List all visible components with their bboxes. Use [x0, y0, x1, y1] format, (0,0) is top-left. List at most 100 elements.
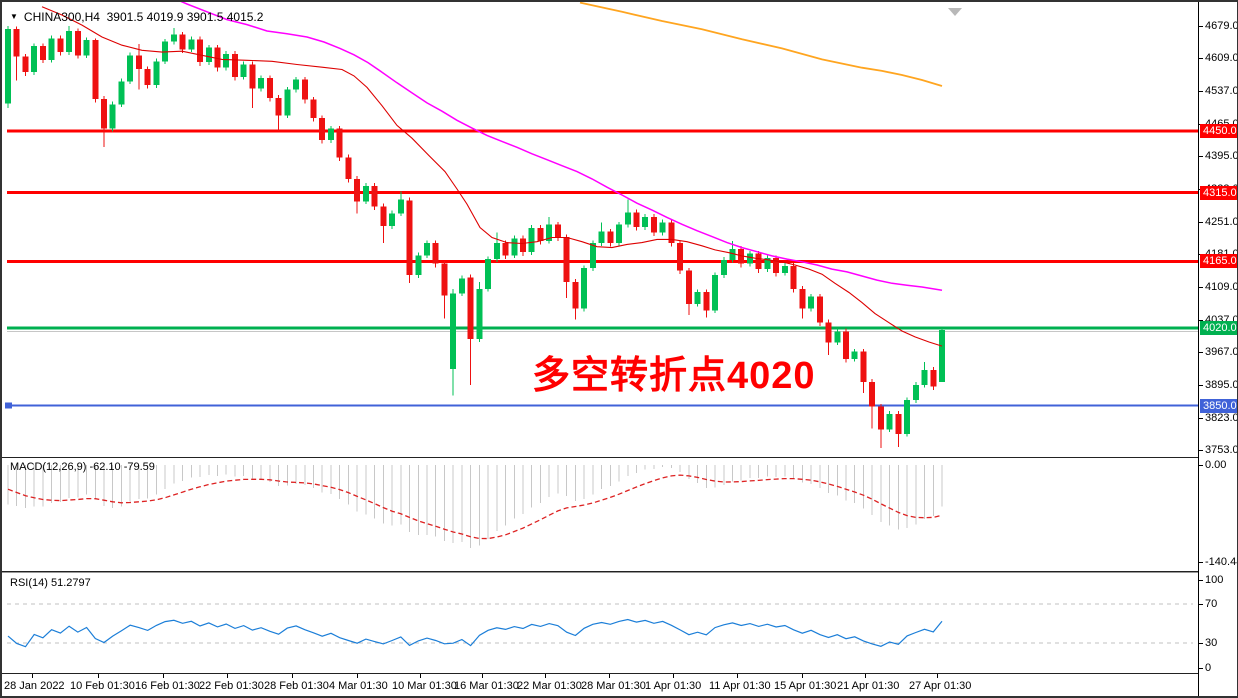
macd-rsi-separator-shadow	[2, 572, 1198, 573]
price-level-badge: 4020.0	[1200, 320, 1237, 335]
candle-body	[380, 206, 387, 227]
time-tick	[163, 674, 164, 678]
macd-histogram-bar	[16, 465, 18, 506]
candle-body	[720, 259, 727, 276]
candle-body	[39, 46, 46, 60]
candle-body	[546, 224, 553, 241]
macd-histogram-bar	[199, 465, 201, 478]
macd-histogram-bar	[618, 465, 620, 482]
hline-handle[interactable]	[5, 402, 12, 409]
macd-histogram-bar	[574, 465, 576, 501]
macd-histogram-bar	[164, 465, 166, 490]
candle-body	[633, 212, 640, 228]
candle-body	[101, 98, 108, 129]
price-tick-label: 4609.0	[1205, 52, 1238, 65]
macd-histogram-bar	[182, 465, 184, 481]
price-tick-label: 3753.0	[1205, 444, 1238, 456]
candle-body	[799, 288, 806, 309]
candle-body	[554, 224, 561, 238]
candle-body	[266, 78, 273, 98]
macd-axis-min: -140.44	[1205, 556, 1237, 568]
chart-shift-triangle-icon[interactable]	[948, 8, 962, 16]
candle-body	[912, 384, 919, 401]
price-tick-label: 3895.0	[1205, 378, 1238, 391]
candle-body	[293, 79, 300, 90]
time-tick	[357, 674, 358, 678]
price-tick-label-tick	[1199, 156, 1203, 158]
ohlc-values: 3901.5 4019.9 3901.5 4015.2	[106, 10, 264, 24]
candle-body	[694, 292, 701, 304]
macd-panel-canvas[interactable]	[2, 458, 1198, 571]
macd-histogram-bar	[216, 465, 218, 476]
hline-4450.0[interactable]	[7, 129, 1198, 133]
candle-body	[214, 47, 221, 68]
time-tick	[292, 674, 293, 678]
macd-histogram-bar	[705, 465, 707, 489]
candle-body	[153, 61, 160, 86]
price-level-badge: 4315.0	[1200, 185, 1237, 200]
time-tick-label: 15 Apr 01:30	[774, 680, 837, 692]
candle-body	[275, 97, 282, 116]
macd-rsi-separator	[2, 571, 1198, 572]
candle-body	[659, 222, 666, 233]
macd-histogram-bar	[697, 465, 699, 484]
candle-body	[467, 277, 474, 340]
time-tick	[937, 674, 938, 678]
time-tick	[802, 674, 803, 678]
candle-body	[135, 55, 142, 70]
hline-4315.0[interactable]	[7, 191, 1198, 195]
macd-histogram-bar	[810, 465, 812, 484]
time-tick	[98, 674, 99, 678]
macd-histogram-bar	[513, 465, 515, 519]
candle-body	[118, 81, 125, 105]
chevron-down-icon[interactable]: ▼	[10, 12, 18, 21]
price-tick-label: 4679.0	[1205, 20, 1238, 32]
hline-4020.0[interactable]	[7, 326, 1198, 330]
candle-body	[327, 128, 334, 141]
chart-title[interactable]: ▼ CHINA300,H4 3901.5 4019.9 3901.5 4015.2	[10, 10, 263, 24]
time-tick-label: 22 Mar 01:30	[517, 680, 582, 692]
time-tick-label: 28 Feb 01:30	[264, 680, 329, 692]
time-tick	[545, 674, 546, 678]
rsi-axis-label-tick	[1199, 668, 1203, 669]
macd-histogram-bar	[426, 465, 428, 535]
slow-ma-line	[180, 2, 943, 291]
macd-histogram-bar	[435, 465, 437, 537]
time-tick-label: 22 Feb 01:30	[199, 680, 264, 692]
macd-histogram-bar	[94, 465, 96, 500]
price-tick-label: 4395.0	[1205, 150, 1238, 163]
candle-body	[22, 56, 29, 73]
macd-histogram-bar	[77, 465, 79, 498]
macd-histogram-bar	[339, 465, 341, 499]
price-axis[interactable]: 4679.04609.04537.04465.04395.04323.04251…	[1198, 2, 1238, 696]
time-tick-label: 11 Apr 01:30	[709, 680, 771, 692]
hline-3850.0[interactable]	[7, 404, 1198, 407]
main-chart-canvas[interactable]	[2, 2, 1198, 457]
time-tick	[865, 674, 866, 678]
macd-histogram-bar	[365, 465, 367, 515]
time-axis[interactable]: 28 Jan 2022 10 Feb 01:30 16 Feb 01:30 22 Fe…	[2, 674, 1198, 696]
candle-body	[677, 243, 684, 271]
time-tick-label: 21 Apr 01:30	[837, 680, 900, 692]
chart-text-annotation[interactable]: 多空转折点4020	[532, 355, 816, 397]
candle-body	[650, 216, 657, 233]
candle-body	[825, 322, 832, 343]
rsi-axis-label-tick	[1199, 603, 1203, 605]
macd-histogram-bar	[295, 465, 297, 485]
candle-body	[869, 381, 876, 407]
macd-histogram-bar	[417, 465, 419, 535]
rsi-axis-label: 100	[1205, 574, 1224, 586]
macd-histogram-bar	[286, 465, 288, 486]
candle-body	[712, 275, 719, 311]
rsi-panel-canvas[interactable]	[2, 573, 1198, 673]
candle-body	[476, 288, 483, 340]
hline-4165.0[interactable]	[7, 259, 1198, 263]
hline-4012[interactable]	[7, 330, 1198, 332]
candle-body	[336, 128, 343, 158]
time-tick	[609, 674, 610, 678]
time-tick	[227, 674, 228, 678]
macd-histogram-bar	[470, 465, 472, 548]
long-ma-line	[579, 2, 943, 87]
macd-histogram-bar	[854, 465, 856, 504]
candle-body	[406, 200, 413, 276]
